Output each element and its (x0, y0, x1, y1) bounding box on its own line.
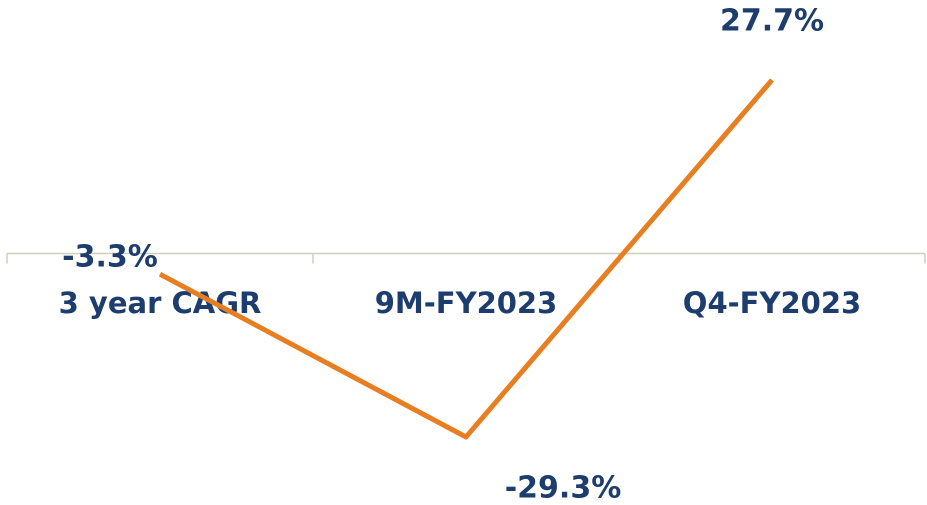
data-label: 27.7% (720, 4, 824, 39)
data-label: -3.3% (62, 240, 158, 275)
data-label: -29.3% (505, 471, 622, 505)
x-tick-label: 3 year CAGR (59, 286, 262, 320)
x-tick-label: 9M-FY2023 (375, 286, 558, 320)
line (158, 78, 774, 440)
x-tick-label: Q4-FY2023 (683, 286, 861, 320)
